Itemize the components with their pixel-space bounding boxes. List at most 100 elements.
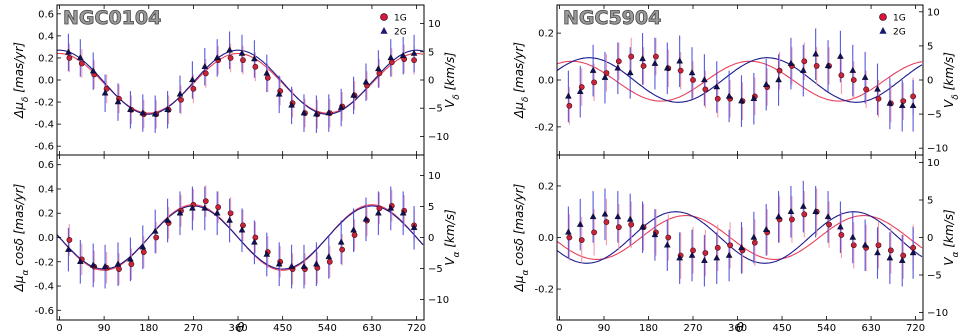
data-point-2g [410,49,418,56]
data-point-2g [688,251,696,258]
y-tick-label: -0.4 [34,282,54,293]
y-right-tick-label: −5 [428,104,443,115]
data-point-2g [565,228,572,235]
x-tick-label: 450 [772,323,791,332]
plot-area [557,28,923,132]
data-point-2g [762,225,770,232]
cluster-title: NGC0104 [63,7,161,29]
data-point-2g [775,76,782,83]
data-point-1g [202,198,209,205]
data-point-1g [78,60,85,67]
ngc5904-alpha-panel: -0.2 0.0 0.2 −10 −5 0 5 10 0 90 180 270 360 450 540 630… [512,154,961,332]
data-point-1g [339,246,346,253]
data-point-2g [601,210,609,217]
data-point-2g [849,233,857,240]
x-tick-label: 180 [139,323,158,332]
x-tick-label: 360 [728,323,747,332]
data-point-2g [89,261,97,268]
data-point-1g [190,85,197,92]
data-point-1g [838,232,845,238]
data-point-1g [615,58,622,65]
data-point-1g [887,247,894,254]
legend-marker-1g [879,13,887,21]
data-point-2g [387,204,395,211]
data-point-1g [789,216,795,223]
data-point-2g [651,231,659,238]
data-point-2g [263,69,271,76]
x-axis-label: θ [237,321,245,332]
data-point-1g [252,63,259,70]
data-point-2g [189,204,196,211]
x-tick-label: 630 [362,323,381,332]
y-tick-label: 0.0 [38,233,54,244]
x-tick-label: 270 [184,323,203,332]
series-2G-fit-line [57,205,424,270]
data-point-2g [589,213,597,220]
y-right-tick-label: −10 [428,295,449,306]
data-point-2g [337,103,345,110]
y-tick-label: -0.2 [534,122,554,133]
data-point-2g [325,109,333,116]
data-point-1g [566,102,573,109]
data-point-2g [399,51,407,58]
data-point-1g [66,55,73,61]
x-tick-label: 720 [407,323,426,332]
series-2G-fit-line [557,57,923,103]
y-right-tick-label: −10 [428,132,449,143]
data-point-2g [176,90,184,97]
data-point-2g [89,67,97,74]
data-point-2g [362,78,370,85]
data-point-1g [653,53,659,60]
data-point-2g [114,98,122,105]
data-point-2g [639,223,646,230]
y-right-axis-label: Vα [km/s] [443,209,462,266]
y-tick-label: 0.0 [538,233,554,244]
data-point-2g [589,66,597,73]
y-right-tick-label: 10 [428,171,441,182]
plot-area [57,185,424,289]
data-point-2g [898,256,906,263]
data-point-2g [65,48,72,55]
data-point-1g [140,249,147,255]
data-point-2g [713,83,721,90]
x-tick-label: 720 [906,323,925,332]
x-tick-label: 360 [228,323,247,332]
legend-label: 2G [394,28,407,38]
legend-label: 2G [893,28,906,38]
data-point-1g [240,222,246,229]
data-point-2g [676,254,683,261]
data-point-1g [153,234,160,241]
data-point-2g [375,65,382,72]
y-right-tick-label: 0 [927,76,933,87]
ngc0104-alpha-panel: -0.6 -0.4 -0.2 0.0 0.2 0.4 0.6 −10 −5 0 5 10 0 90 180 2… [12,154,462,332]
data-point-2g [725,251,733,258]
plot-area [557,180,923,287]
data-point-2g [874,249,881,256]
x-tick-label: 270 [683,323,702,332]
data-point-2g [288,101,295,108]
data-point-2g [651,59,659,66]
series-2G-fit-line [57,49,424,115]
data-point-2g [410,223,418,230]
y-tick-label: 0.6 [38,160,54,171]
data-point-2g [76,257,84,264]
data-point-2g [114,260,122,267]
y-right-tick-label: −5 [428,264,443,275]
data-point-1g [826,221,832,228]
data-point-2g [238,49,246,56]
data-point-2g [874,85,881,92]
data-point-1g [591,229,597,236]
legend-marker-1g [380,13,388,21]
data-point-1g [411,57,417,64]
data-point-1g [376,70,383,77]
data-point-2g [688,69,696,76]
y-right-tick-label: 0 [927,233,933,244]
data-point-2g [663,64,671,71]
data-point-1g [702,86,709,93]
y-tick-label: 0.4 [38,184,54,195]
data-point-2g [238,226,246,233]
legend-marker-2g [380,27,388,34]
y-right-tick-label: 5 [927,196,933,207]
x-tick-label: 630 [862,323,881,332]
data-point-1g [566,234,573,241]
